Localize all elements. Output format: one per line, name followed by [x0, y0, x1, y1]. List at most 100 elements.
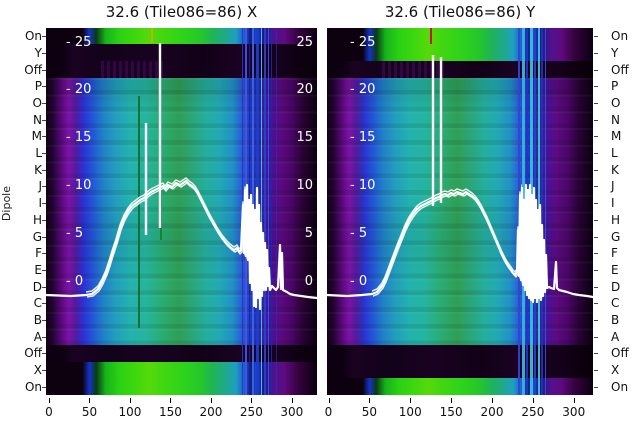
row-tick: [594, 269, 598, 271]
marker-line: [138, 96, 140, 328]
row-tick: [42, 103, 46, 105]
off-row-texture: [101, 61, 163, 78]
beam-curve-main: [46, 179, 317, 311]
x-axis-tick: [251, 398, 253, 403]
row-tick: [42, 253, 46, 255]
inner-scale-label-left: - 20: [350, 82, 376, 97]
inner-scale-label-left: - 15: [66, 130, 92, 145]
rfi-stripe: [276, 28, 277, 395]
row-tick: [42, 36, 46, 38]
dipole-row-label: On: [611, 29, 629, 44]
row-tick: [594, 86, 598, 88]
inner-scale-label-right: 15: [296, 130, 313, 145]
dipole-row-label: I: [611, 196, 615, 211]
row-tick: [594, 319, 598, 321]
marker-line: [361, 78, 362, 345]
inner-scale-label-left: - 10: [350, 178, 376, 193]
inner-scale-label-left: - 25: [350, 35, 376, 50]
inner-scale-label-right: 10: [296, 178, 313, 193]
dipole-row-label: C: [33, 296, 42, 311]
dipole-row-label: P: [611, 79, 619, 94]
dipole-row-label: N: [611, 112, 620, 127]
dipole-row-label: Y: [611, 46, 619, 61]
dipole-row-label: O: [32, 96, 42, 111]
row-tick: [594, 253, 598, 255]
beam-curve-trace: [87, 182, 247, 298]
x-axis-tick: [89, 398, 91, 403]
dipole-row-label: D: [611, 279, 621, 294]
row-tick: [42, 86, 46, 88]
dipole-row-label: B: [611, 312, 620, 327]
row-tick: [42, 286, 46, 288]
dipole-row-label: X: [611, 362, 620, 377]
row-tick: [594, 336, 598, 338]
marker-line: [430, 28, 432, 44]
row-tick: [42, 236, 46, 238]
x-axis-tick-label: 0: [324, 405, 333, 419]
row-tick: [594, 169, 598, 171]
dipole-row-label: G: [611, 229, 621, 244]
inner-scale-label-left: - 5: [66, 226, 84, 241]
row-tick: [594, 286, 598, 288]
inner-scale-label-left: - 15: [350, 130, 376, 145]
x-axis-tick-label: 300: [562, 405, 586, 419]
x-axis-tick: [210, 398, 212, 403]
row-tick: [594, 136, 598, 138]
beam-curve-spikes: [144, 43, 162, 235]
dipole-row-label: J: [38, 179, 42, 194]
row-tick: [42, 53, 46, 55]
x-axis-tick-label: 200: [199, 405, 223, 419]
dipole-row-label: L: [611, 146, 618, 161]
row-tick: [594, 69, 598, 71]
x-axis-tick: [291, 398, 293, 403]
row-tick: [42, 319, 46, 321]
inner-scale-label-left: - 5: [350, 226, 368, 241]
x-axis-tick: [492, 398, 493, 403]
x-axis-tick: [328, 398, 330, 403]
inner-scale-label-right: 5: [304, 226, 313, 241]
dipole-row-label: H: [32, 212, 42, 227]
x-axis-tick: [49, 398, 50, 403]
inner-scale-label-left: - 0: [350, 274, 368, 289]
dipole-row-label: K: [611, 162, 619, 177]
row-tick: [594, 53, 598, 55]
row-tick: [42, 219, 46, 221]
x-axis-tick-label: 100: [118, 405, 142, 419]
row-tick: [42, 386, 46, 388]
beam-curve-main: [327, 183, 593, 304]
dipole-row-label: J: [611, 179, 615, 194]
dipole-row-label: C: [611, 296, 620, 311]
panel-y-title: 32.6 (Tile086=86) Y: [384, 3, 536, 21]
row-tick: [594, 119, 598, 121]
dipole-row-label: F: [611, 246, 618, 261]
beam-curve-svg-y: [327, 55, 593, 304]
inner-scale-label-right: 20: [296, 82, 313, 97]
x-axis-tick-label: 150: [439, 405, 463, 419]
dipole-row-label: F: [35, 246, 42, 261]
row-tick: [42, 336, 46, 338]
dipole-row-label: Off: [611, 62, 629, 77]
dipole-row-label: I: [38, 196, 42, 211]
beam-curve-svg-x: [46, 43, 317, 311]
row-tick: [42, 269, 46, 271]
inner-scale-label-left: - 10: [66, 178, 92, 193]
dipole-row-label: N: [33, 112, 42, 127]
x-axis-tick-label: 50: [81, 405, 98, 419]
row-tick: [594, 303, 598, 305]
dipole-row-label: M: [31, 129, 42, 144]
row-tick: [594, 103, 598, 105]
dipole-row-label: H: [611, 212, 621, 227]
dipole-row-label: E: [34, 262, 42, 277]
x-axis-tick: [451, 398, 453, 403]
inner-scale-label-left: - 20: [66, 82, 92, 97]
inner-scale-label-right: 0: [304, 274, 313, 289]
beam-curve-trace: [86, 177, 246, 293]
x-axis-tick: [532, 398, 534, 403]
dipole-row-label: A: [33, 329, 42, 344]
dipole-row-label: Off: [611, 346, 629, 361]
dipole-row-label: K: [34, 162, 42, 177]
row-tick: [42, 169, 46, 171]
x-axis-tick-label: 250: [239, 405, 263, 419]
rfi-stripe: [264, 28, 266, 395]
row-tick: [594, 186, 598, 188]
